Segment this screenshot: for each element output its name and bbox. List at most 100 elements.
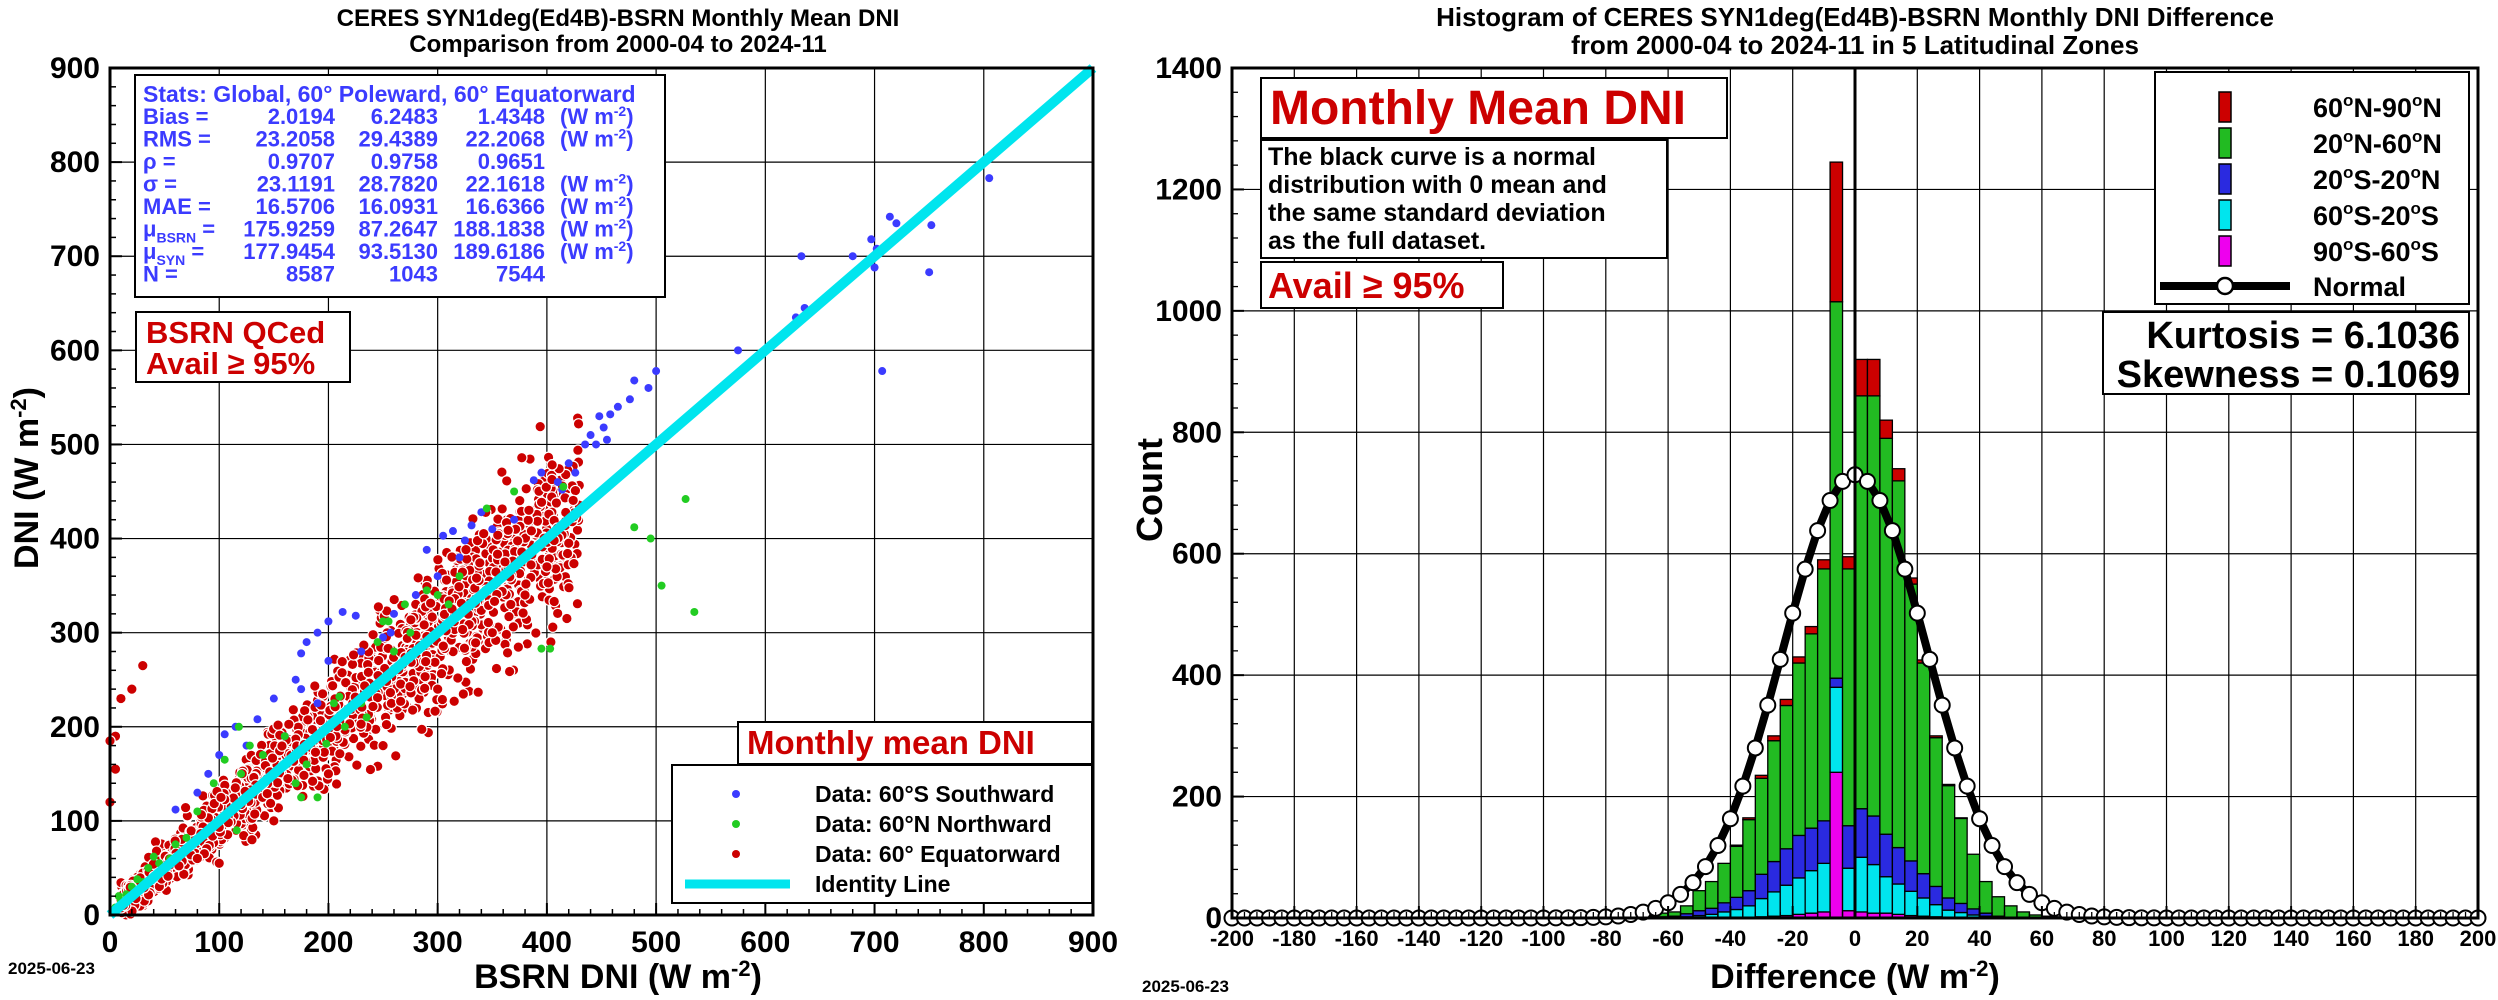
bar-zone-20s-20n xyxy=(1891,846,1906,885)
stats-row-value: 22.2068 xyxy=(465,127,545,152)
normal-curve-point xyxy=(1709,837,1727,855)
scatter-point-south xyxy=(324,656,333,665)
scatter-xtick-label: 400 xyxy=(522,926,572,959)
scatter-point-south xyxy=(848,252,857,261)
scatter-point-equatorward xyxy=(457,688,470,700)
stats-row-value: 189.6186 xyxy=(453,239,545,264)
legend-swatch-20s-20n xyxy=(2218,163,2232,195)
scatter-point-equatorward xyxy=(546,621,559,633)
scatter-point-equatorward xyxy=(496,466,508,478)
scatter-point-north xyxy=(422,586,431,595)
scatter-point-north xyxy=(182,833,191,842)
scatter-point-equatorward xyxy=(491,529,504,541)
bar-zone-20s-20n xyxy=(1929,885,1943,906)
normal-curve-point xyxy=(1871,492,1889,510)
legend-zone-label: 90oS-60oS xyxy=(2313,235,2439,267)
scatter-point-north xyxy=(313,793,322,802)
scatter-point-equatorward xyxy=(264,797,277,810)
stats-row-unit: (W m-2) xyxy=(560,238,634,264)
scatter-point-north xyxy=(149,852,158,861)
note-line-2: distribution with 0 mean and xyxy=(1268,171,1607,199)
bar-zone-60n-90n xyxy=(1792,656,1806,664)
bar-zone-60n-90n xyxy=(1829,161,1844,303)
scatter-point-south xyxy=(652,367,661,376)
normal-curve-point xyxy=(2008,874,2026,892)
scatter-point-north xyxy=(690,607,699,616)
scatter-point-north xyxy=(559,482,568,491)
bar-zone-20s-20n xyxy=(1816,820,1831,865)
scatter-point-equatorward xyxy=(367,700,379,713)
bar-zone-20n-60n xyxy=(1941,784,1956,899)
scatter-xtick-label: 0 xyxy=(102,926,119,959)
scatter-xtick-label: 600 xyxy=(740,926,790,959)
stats-row-value: 1043 xyxy=(389,262,438,287)
scatter-point-south xyxy=(460,536,469,545)
bar-zone-20n-60n xyxy=(1816,568,1831,822)
scatter-point-equatorward xyxy=(109,763,122,775)
bar-zone-20n-60n xyxy=(1792,662,1806,837)
scatter-point-equatorward xyxy=(336,655,349,668)
scatter-point-equatorward xyxy=(507,621,520,633)
scatter-point-equatorward xyxy=(540,481,553,493)
skewness-label: Skewness = 0.1069 xyxy=(2117,354,2460,396)
stats-row-name: ρ = xyxy=(143,149,176,174)
bar-zone-20n-60n xyxy=(1729,845,1744,899)
scatter-point-equatorward xyxy=(432,553,444,566)
bar-zone-60n-90n xyxy=(1866,358,1881,397)
histogram-panel: Histogram of CERES SYN1deg(Ed4B)-BSRN Mo… xyxy=(1129,2,2496,996)
bar-zone-60s-20s xyxy=(1841,867,1856,912)
bar-zone-60s-20s xyxy=(1854,856,1869,913)
hist-xtick-label: -160 xyxy=(1335,926,1379,951)
hist-ytick-label: 800 xyxy=(1172,416,1222,449)
scatter-point-south xyxy=(581,440,590,449)
scatter-point-south xyxy=(351,611,360,620)
scatter-point-equatorward xyxy=(512,641,525,653)
stats-row-name: RMS = xyxy=(143,127,211,152)
bar-zone-60n-90n xyxy=(1742,817,1756,821)
stats-row-value: 177.9454 xyxy=(243,239,336,264)
scatter-xtick-label: 200 xyxy=(303,926,353,959)
stats-row-value: 7544 xyxy=(496,262,546,287)
scatter-point-equatorward xyxy=(308,680,321,692)
stats-row-value: 29.4389 xyxy=(358,127,438,152)
bar-zone-20s-20n xyxy=(1804,827,1819,872)
scatter-point-equatorward xyxy=(448,695,461,708)
scatter-point-south xyxy=(386,628,395,637)
scatter-point-north xyxy=(406,628,415,637)
stats-row-unit: (W m-2) xyxy=(560,126,634,152)
note-line-1: The black curve is a normal xyxy=(1268,143,1596,171)
normal-curve-point xyxy=(2020,885,2038,903)
stats-row-name: σ = xyxy=(143,172,177,197)
scatter-point-south xyxy=(927,221,936,230)
stats-row-value: 22.1618 xyxy=(465,172,545,197)
scatter-point-south xyxy=(269,694,278,703)
hist-ytick-label: 1000 xyxy=(1155,295,1222,328)
scatter-point-equatorward xyxy=(412,572,424,584)
legend-north: Data: 60°N Northward xyxy=(815,811,1052,837)
scatter-point-equatorward xyxy=(336,666,348,679)
scatter-ytick-label: 700 xyxy=(50,240,100,273)
bar-zone-20s-20n xyxy=(1954,902,1968,914)
scatter-point-equatorward xyxy=(191,852,204,865)
hist-xtick-label: 80 xyxy=(2092,926,2116,951)
legend-normal-label: Normal xyxy=(2313,272,2406,302)
hist-xtick-label: 20 xyxy=(1905,926,1929,951)
normal-curve-point xyxy=(1921,650,1939,668)
stats-row-value: 16.6366 xyxy=(465,194,545,219)
legend-marker-north xyxy=(732,820,740,828)
scatter-point-equatorward xyxy=(326,679,339,692)
scatter-point-south xyxy=(892,219,901,228)
bar-zone-60s-20s xyxy=(1804,869,1819,914)
scatter-point-equatorward xyxy=(261,787,274,800)
stats-row-unit: (W m-2) xyxy=(560,103,634,129)
scatter-point-south xyxy=(411,591,420,600)
scatter-point-north xyxy=(335,692,344,701)
scatter-ytick-label: 500 xyxy=(50,428,100,461)
scatter-point-south xyxy=(630,376,639,385)
scatter-point-equatorward xyxy=(572,418,585,430)
scatter-point-south xyxy=(529,476,538,485)
bar-zone-60n-90n xyxy=(1854,358,1869,397)
scatter-point-south xyxy=(448,527,457,536)
hist-subtitle: from 2000-04 to 2024-11 in 5 Latitudinal… xyxy=(1571,30,2139,60)
hist-xtick-label: -40 xyxy=(1715,926,1747,951)
